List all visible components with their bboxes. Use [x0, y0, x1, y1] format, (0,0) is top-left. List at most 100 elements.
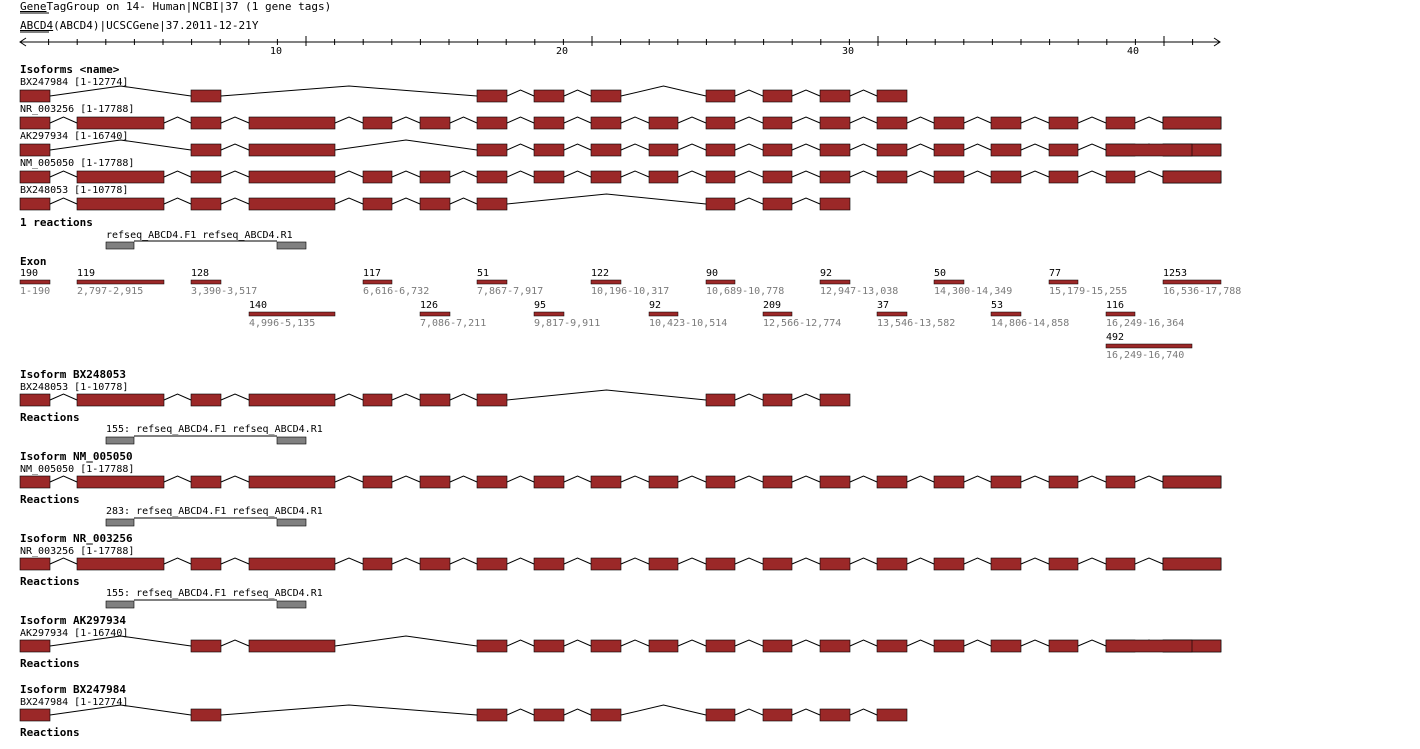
- exon-block: [590, 557, 622, 571]
- intron-connector: [677, 557, 707, 565]
- reaction-label[interactable]: 155: refseq_ABCD4.F1 refseq_ABCD4.R1: [106, 424, 323, 435]
- exon-block: [1048, 639, 1079, 653]
- exon-block: [705, 708, 736, 722]
- isoform-detail-heading: Isoform BX247984: [20, 683, 126, 696]
- exon-block: [762, 708, 793, 722]
- exon-block: [419, 393, 451, 407]
- intron-connector: [677, 639, 707, 647]
- intron-connector: [334, 475, 364, 483]
- exon-length-label: 190: [20, 268, 39, 279]
- intron-connector: [677, 143, 707, 151]
- isoform-detail-heading: Isoform BX248053: [20, 368, 126, 381]
- intron-connector: [1134, 557, 1164, 565]
- exon-block: [76, 116, 165, 130]
- exon-block: [590, 170, 622, 184]
- exon-bar: [419, 311, 451, 317]
- exon-block: [933, 116, 965, 130]
- exon-block: [590, 116, 622, 130]
- exon-block: [1105, 170, 1136, 184]
- reactions-heading: Reactions: [20, 411, 80, 424]
- reaction-label[interactable]: 283: refseq_ABCD4.F1 refseq_ABCD4.R1: [106, 506, 323, 517]
- exon-block: [705, 89, 736, 103]
- intron-connector: [220, 704, 478, 716]
- gene-link[interactable]: Gene: [20, 0, 47, 13]
- exon-block: [1162, 116, 1222, 130]
- intron-connector: [506, 708, 535, 716]
- exon-block: [648, 557, 679, 571]
- intron-connector: [963, 639, 992, 647]
- intron-connector: [220, 475, 250, 483]
- intron-connector: [220, 170, 250, 178]
- exon-block: [590, 143, 622, 157]
- exon-length-label: 51: [477, 268, 490, 279]
- intron-connector: [849, 639, 878, 647]
- exon-heading: Exon: [20, 255, 47, 268]
- exon-block: [933, 170, 965, 184]
- intron-connector: [563, 143, 592, 151]
- abcd4-link[interactable]: ABCD4: [20, 19, 54, 32]
- ruler-right-arrow-icon: [1213, 37, 1221, 47]
- exon-block: [819, 197, 851, 211]
- intron-connector: [506, 389, 707, 401]
- intron-connector: [849, 170, 878, 178]
- ruler-tick-label: 10: [270, 46, 283, 57]
- isoform-label: NR_003256 [1-17788]: [20, 104, 135, 115]
- exon-block: [190, 557, 222, 571]
- exon-block: [476, 639, 508, 653]
- intron-connector: [1020, 143, 1050, 151]
- exon-range-label: 1-190: [20, 286, 51, 297]
- exon-block: [362, 557, 393, 571]
- exon-block: [705, 143, 736, 157]
- cursor-marker-icon: Y: [251, 19, 259, 32]
- intron-connector: [1020, 557, 1050, 565]
- primer-forward-block: [105, 436, 135, 445]
- exon-block: [533, 639, 565, 653]
- exon-block: [990, 170, 1022, 184]
- exon-block: [762, 143, 793, 157]
- exon-block: [705, 393, 736, 407]
- exon-block: [533, 170, 565, 184]
- exon-block: [533, 557, 565, 571]
- intron-connector: [391, 557, 421, 565]
- intron-connector: [49, 85, 192, 97]
- intron-connector: [220, 85, 478, 97]
- intron-connector: [1020, 116, 1050, 124]
- exon-block: [819, 89, 851, 103]
- intron-connector: [677, 475, 707, 483]
- intron-connector: [906, 170, 935, 178]
- exon-block: [876, 89, 908, 103]
- exon-block: [819, 116, 851, 130]
- exon-block: [248, 143, 336, 157]
- intron-connector: [1134, 116, 1164, 124]
- isoform-label: AK297934 [1-16740]: [20, 628, 129, 639]
- intron-connector: [1077, 639, 1107, 647]
- intron-connector: [849, 557, 878, 565]
- intron-connector: [734, 557, 764, 565]
- primer-pair-label[interactable]: refseq_ABCD4.F1 refseq_ABCD4.R1: [106, 230, 293, 241]
- exon-block: [762, 116, 793, 130]
- isoform-label: NR_003256 [1-17788]: [20, 546, 135, 557]
- exon-block: [819, 475, 851, 489]
- ruler-tick-label: 30: [842, 46, 855, 57]
- intron-connector: [1077, 475, 1107, 483]
- exon-block: [419, 116, 451, 130]
- exon-block: [19, 708, 51, 722]
- intron-connector: [163, 197, 192, 205]
- exon-block: [476, 393, 508, 407]
- intron-connector: [734, 116, 764, 124]
- exon-block: [533, 116, 565, 130]
- exon-range-label: 14,806-14,858: [991, 318, 1070, 329]
- exon-block: [705, 639, 736, 653]
- exon-length-label: 77: [1049, 268, 1062, 279]
- primer-reverse-block: [276, 436, 307, 445]
- intron-connector: [791, 197, 821, 205]
- intron-connector: [563, 170, 592, 178]
- intron-connector: [563, 708, 592, 716]
- exon-bar: [648, 311, 679, 317]
- reactions-count-heading: 1 reactions: [20, 216, 93, 229]
- reaction-label[interactable]: 155: refseq_ABCD4.F1 refseq_ABCD4.R1: [106, 588, 323, 599]
- exon-block: [819, 557, 851, 571]
- intron-connector: [334, 170, 364, 178]
- exon-bar: [190, 279, 222, 285]
